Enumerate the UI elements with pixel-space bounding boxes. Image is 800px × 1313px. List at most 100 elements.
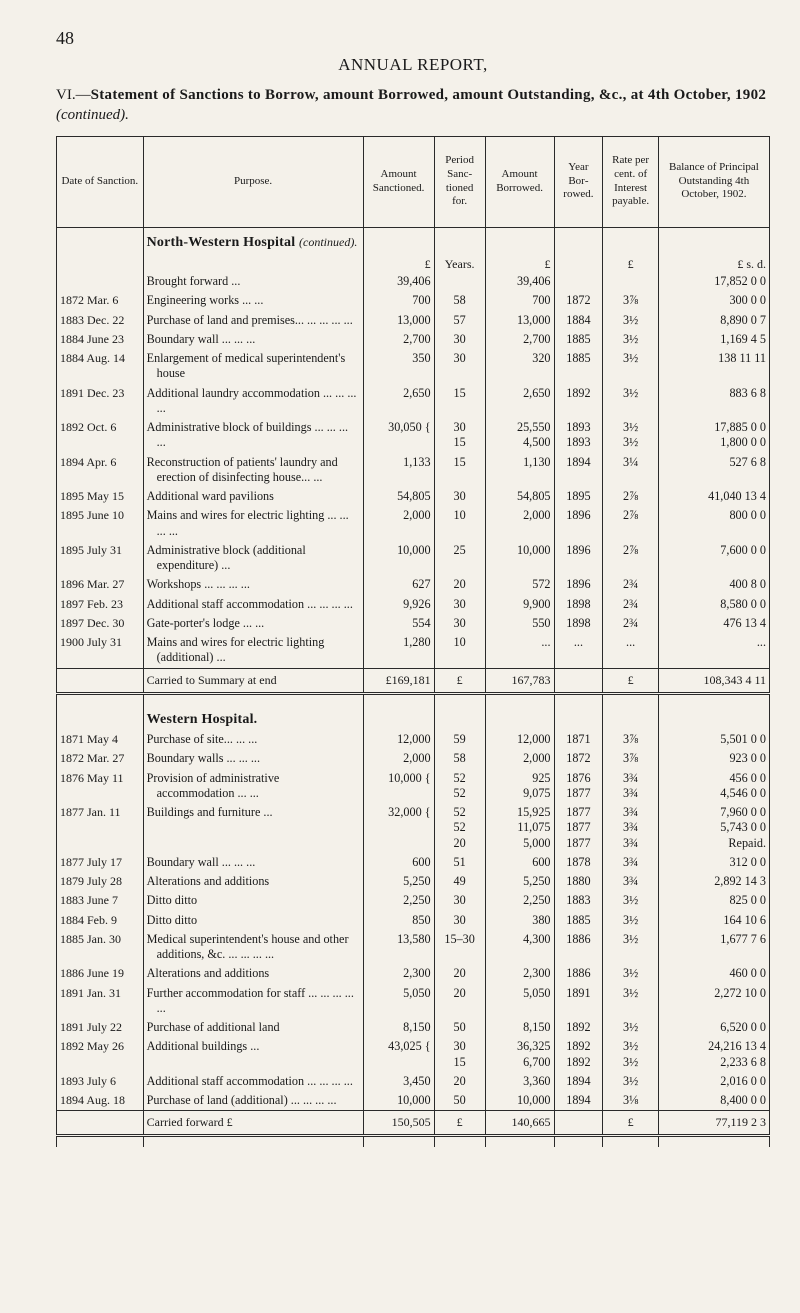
unit-borrowed: £ [485,253,554,272]
cell-purpose: Purchase of land (addi­tional) ... ... .… [143,1091,363,1111]
total-label: Carried forward £ [143,1111,363,1136]
purpose-text: Mains and wires for electric lighting (a… [147,635,360,666]
cell-rate: 2¾ [603,614,659,633]
unit-row: £Years.£££ s. d. [57,253,770,272]
cell-date: 1876 May 11 [57,769,144,804]
cell-period: 49 [434,872,485,891]
cell-date: 1885 Jan. 30 [57,930,144,965]
table-row: 1891 Jan. 31Further accommodation for st… [57,984,770,1019]
cell-period: 58 [434,749,485,768]
cell-balance: 825 0 0 [658,891,769,910]
gh-rate [603,705,659,731]
hdr-sanc: Amount Sanctioned. [363,136,434,227]
cell-date: 1884 Aug. 14 [57,349,144,384]
cell-borrowed: ... [485,633,554,668]
cell-purpose: Boundary wall ... ... ... [143,853,363,872]
cell-date: 1884 Feb. 9 [57,911,144,930]
table-row: 1879 July 28Alterations and additions5,2… [57,872,770,891]
cell-balance: 527 6 8 [658,453,769,488]
cell-rate: 3½ [603,964,659,983]
spacer-cell [434,1141,485,1147]
cell-purpose: Additional staff accommo­dation ... ... … [143,595,363,614]
cell-purpose: Alterations and additions [143,964,363,983]
cell-sanc: 10,000 [363,541,434,576]
cell-year: 1894 [554,453,603,488]
cell-rate: 3½ [603,384,659,419]
cell-rate: 2⅞ [603,541,659,576]
total-bal-prefix: £ [603,1111,659,1136]
ledger-table: Date of Sanction. Purpose. Amount Sancti… [56,136,770,1148]
purpose-text: Enlargement of medical superintendent's … [147,351,360,382]
cell-period: 20 [434,964,485,983]
total-borrowed: 167,783 [485,668,554,693]
spacer-cell [658,1141,769,1147]
cell-period: 57 [434,311,485,330]
cell-borrowed: 5,050 [485,984,554,1019]
cell-borrowed: 550 [485,614,554,633]
cell-sanc: 2,700 [363,330,434,349]
table-row: 1900 July 31Mains and wires for electric… [57,633,770,668]
cell-year: 1883 [554,891,603,910]
cell-period: 30 [434,911,485,930]
unit-date [57,253,144,272]
table-row: 1886 June 19Alterations and additions2,3… [57,964,770,983]
cell-period: 51 [434,853,485,872]
cell-borrowed: 39,406 [485,272,554,291]
cell-balance: 138 11 11 [658,349,769,384]
cell-balance: 8,580 0 0 [658,595,769,614]
table-row: 1872 Mar. 6Engineering works ... ...7005… [57,291,770,310]
section-title-suffix: (continued). [56,107,129,123]
cell-purpose: Alterations and additions [143,872,363,891]
cell-balance: 1,677 7 6 [658,930,769,965]
cell-date: 1892 May 26 [57,1037,144,1072]
cell-sanc: 10,000 [363,1091,434,1111]
purpose-text: Additional staff accommo­dation ... ... … [147,597,360,612]
cell-borrowed: 700 [485,291,554,310]
table-row: 1895 June 10Mains and wires for electric… [57,506,770,541]
cell-rate: 3⅛ [603,1091,659,1111]
cell-borrowed: 2,700 [485,330,554,349]
cell-purpose: Ditto ditto [143,891,363,910]
unit-period: Years. [434,253,485,272]
cell-rate: 2⅞ [603,487,659,506]
cell-year: 1885 [554,349,603,384]
cell-sanc: 5,050 [363,984,434,1019]
cell-rate: 2¾ [603,595,659,614]
spacer-cell [603,1141,659,1147]
cell-year: 1892 [554,1018,603,1037]
table-row: 1885 Jan. 30Medical superintendent's hou… [57,930,770,965]
cell-borrowed: 12,000 [485,730,554,749]
cell-period: 50 [434,1091,485,1111]
purpose-text: Reconstruction of patients' laundry and … [147,455,360,486]
header-row: Date of Sanction. Purpose. Amount Sancti… [57,136,770,227]
cell-rate: 2⅞ [603,506,659,541]
cell-year: 187718771877 [554,803,603,853]
cell-sanc: 600 [363,853,434,872]
unit-rate: £ [603,253,659,272]
cell-rate: 3½ [603,330,659,349]
cell-sanc: 2,300 [363,964,434,983]
cell-borrowed: 9259,075 [485,769,554,804]
cell-year: 1891 [554,984,603,1019]
total-year [554,668,603,693]
cell-purpose: Additional buildings ... [143,1037,363,1072]
cell-sanc: 2,000 [363,749,434,768]
purpose-text: Ditto ditto [147,913,360,928]
cell-date: 1871 May 4 [57,730,144,749]
purpose-text: Purchase of site... ... ... [147,732,360,747]
cell-balance: 456 0 04,546 0 0 [658,769,769,804]
cell-year [554,272,603,291]
cell-date: 1872 Mar. 6 [57,291,144,310]
spacer-cell [363,1141,434,1147]
purpose-text: Further accommodation for staff ... ... … [147,986,360,1017]
cell-purpose: Gate-porter's lodge ... ... [143,614,363,633]
cell-rate: 3¾3¾3¾ [603,803,659,853]
group-head-row: North-Western Hospital (continued). [57,227,770,253]
hdr-period: Period Sanc­tioned for. [434,136,485,227]
cell-year: 1885 [554,911,603,930]
cell-purpose: Additional laundry accom­modation ... ..… [143,384,363,419]
purpose-text: Engineering works ... ... [147,293,360,308]
cell-sanc: 54,805 [363,487,434,506]
cell-date: 1895 May 15 [57,487,144,506]
total-row: Carried forward £150,505£140,665£77,119 … [57,1111,770,1136]
